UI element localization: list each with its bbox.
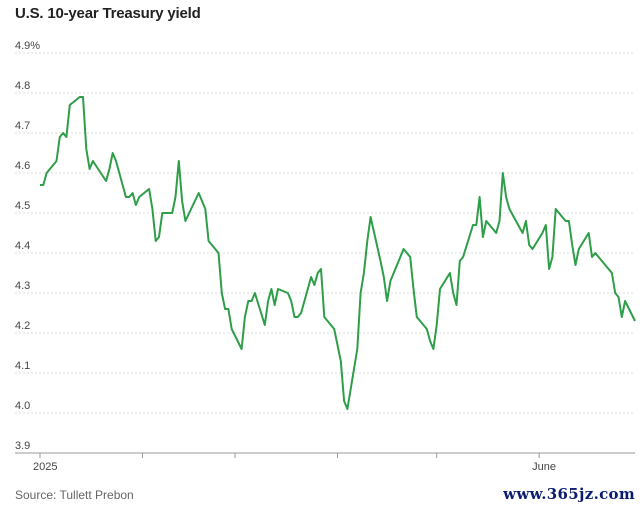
y-axis-ticks: 4.9% 4.8 4.7 4.6 4.5 4.4 4.3 4.2 4.1 4.0 3.9: [15, 40, 40, 452]
grid-lines: [15, 52, 635, 454]
watermark-logo: www.365jz.com: [503, 485, 635, 503]
y-tick-label: 4.7: [15, 120, 30, 132]
line-chart: 4.9% 4.8 4.7 4.6 4.5 4.4 4.3 4.2 4.1 4.0 3.9 2025 J…: [15, 40, 636, 473]
y-tick-label: 4.0: [15, 400, 30, 412]
y-tick-label: 4.5: [15, 200, 30, 212]
y-tick-label: 4.3: [15, 280, 30, 292]
y-tick-label: 4.1: [15, 360, 30, 372]
x-axis: 2025 June: [15, 452, 635, 473]
y-tick-label: 4.6: [15, 160, 30, 172]
y-tick-label: 4.9%: [15, 40, 40, 52]
series-group: [40, 96, 636, 410]
series-line: [40, 96, 636, 410]
x-tick-label: June: [532, 461, 556, 473]
chart-title: U.S. 10-year Treasury yield: [15, 5, 201, 22]
source-note: Source: Tullett Prebon: [15, 488, 134, 502]
y-tick-label: 4.4: [15, 240, 30, 252]
y-tick-label: 4.8: [15, 80, 30, 92]
y-tick-label: 4.2: [15, 320, 30, 332]
y-tick-label: 3.9: [15, 440, 30, 452]
x-tick-label: 2025: [33, 461, 57, 473]
